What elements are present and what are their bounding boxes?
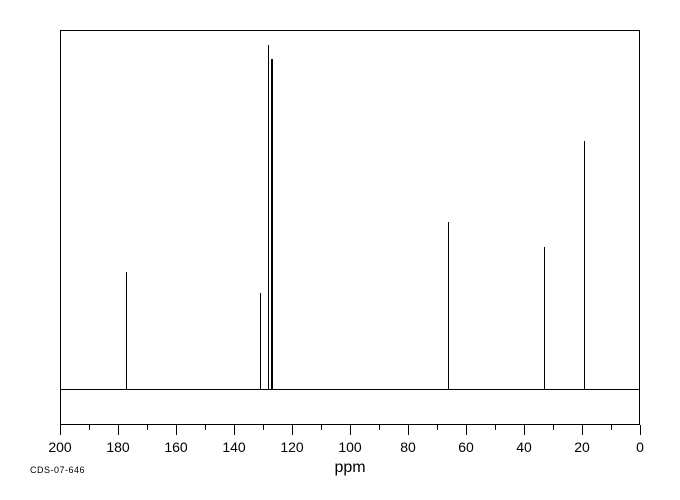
baseline <box>61 389 639 390</box>
tick-label: 120 <box>280 439 303 455</box>
peak <box>448 222 449 389</box>
minor-tick <box>263 425 264 430</box>
peak <box>544 247 545 389</box>
x-axis-label: ppm <box>334 459 365 477</box>
tick-label: 20 <box>574 439 590 455</box>
major-tick <box>582 425 583 435</box>
tick-label: 0 <box>636 439 644 455</box>
major-tick <box>292 425 293 435</box>
peak <box>584 141 585 390</box>
major-tick <box>234 425 235 435</box>
tick-label: 100 <box>338 439 361 455</box>
minor-tick <box>89 425 90 430</box>
minor-tick <box>611 425 612 430</box>
major-tick <box>350 425 351 435</box>
minor-tick <box>437 425 438 430</box>
minor-tick <box>205 425 206 430</box>
major-tick <box>408 425 409 435</box>
major-tick <box>524 425 525 435</box>
tick-label: 40 <box>516 439 532 455</box>
footer-code: CDS-07-646 <box>30 465 85 475</box>
major-tick <box>176 425 177 435</box>
tick-label: 80 <box>400 439 416 455</box>
peak <box>268 45 269 390</box>
major-tick <box>640 425 641 435</box>
tick-label: 160 <box>164 439 187 455</box>
major-tick <box>466 425 467 435</box>
minor-tick <box>147 425 148 430</box>
tick-label: 140 <box>222 439 245 455</box>
tick-label: 180 <box>106 439 129 455</box>
major-tick <box>118 425 119 435</box>
tick-label: 200 <box>48 439 71 455</box>
major-tick <box>60 425 61 435</box>
tick-label: 60 <box>458 439 474 455</box>
minor-tick <box>495 425 496 430</box>
minor-tick <box>553 425 554 430</box>
minor-tick <box>379 425 380 430</box>
peak <box>126 272 127 389</box>
minor-tick <box>321 425 322 430</box>
plot-area <box>60 30 640 425</box>
peak <box>271 59 273 390</box>
nmr-spectrum-container: 200180160140120100806040200 ppm CDS-07-6… <box>0 0 680 500</box>
peak <box>260 293 261 389</box>
